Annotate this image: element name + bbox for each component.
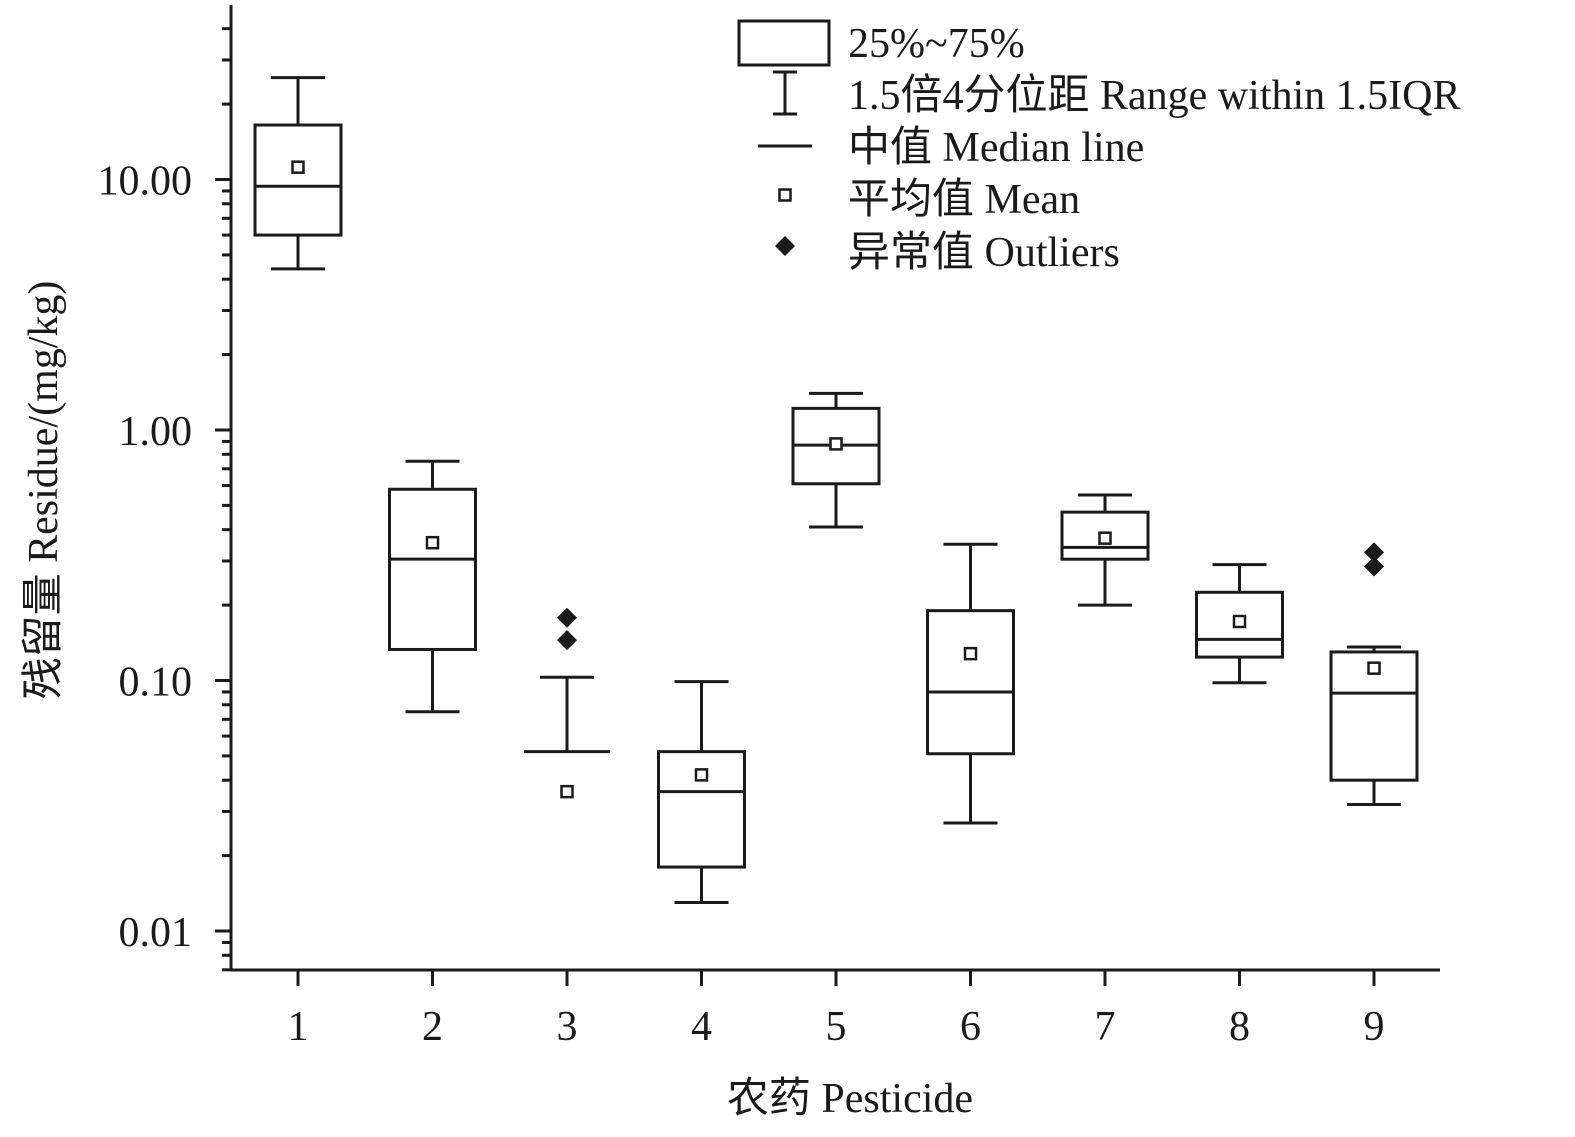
legend-label: 中值 Median line xyxy=(848,125,1144,171)
legend-item-outlier: 异常值 Outliers xyxy=(775,230,1120,276)
x-tick-label: 6 xyxy=(960,1004,981,1050)
box-group-3 xyxy=(524,607,610,799)
iqr-box xyxy=(657,750,746,869)
iqr-box xyxy=(926,609,1015,756)
legend: 25%~75% 1.5倍4分位距 Range within 1.5IQR 中值 Me… xyxy=(737,19,1460,276)
legend-mean-swatch xyxy=(778,188,792,202)
x-tick-label: 5 xyxy=(826,1004,847,1050)
iqr-box xyxy=(388,487,477,651)
iqr-box xyxy=(1060,510,1150,561)
outlier-marker xyxy=(1364,556,1384,577)
box-group-7 xyxy=(1060,493,1150,607)
mean-marker xyxy=(694,768,709,782)
x-tick-label: 9 xyxy=(1364,1004,1385,1050)
box-group-6 xyxy=(926,542,1015,825)
x-tick-label: 4 xyxy=(691,1004,712,1050)
legend-item-median: 中值 Median line xyxy=(758,125,1144,171)
iqr-box xyxy=(1329,650,1419,782)
legend-label: 异常值 Outliers xyxy=(848,230,1120,276)
box-group-8 xyxy=(1195,563,1284,685)
x-tick-label: 8 xyxy=(1229,1004,1250,1050)
legend-item-whisker: 1.5倍4分位距 Range within 1.5IQR xyxy=(773,70,1460,119)
y-tick-label: 10.00 xyxy=(98,159,193,205)
x-tick-label: 1 xyxy=(288,1004,309,1050)
outlier-marker xyxy=(557,607,577,628)
legend-label: 1.5倍4分位距 Range within 1.5IQR xyxy=(848,72,1460,119)
x-tick-label: 7 xyxy=(1095,1004,1116,1050)
axes: 0.01 0.10 1.00 10.00 1 2 3 4 5 6 7 8 9 xyxy=(98,5,1440,1050)
x-axis-title: 农药 Pesticide xyxy=(727,1076,973,1122)
y-tick-label: 1.00 xyxy=(119,409,193,455)
legend-item-mean: 平均值 Mean xyxy=(778,177,1080,223)
legend-item-box: 25%~75% xyxy=(737,19,1025,67)
box-group-5 xyxy=(791,391,881,529)
mean-marker xyxy=(560,784,574,799)
mean-marker xyxy=(1367,661,1381,675)
mean-marker xyxy=(291,160,305,174)
iqr-box xyxy=(1195,590,1284,659)
box-group-9 xyxy=(1329,542,1419,806)
y-tick-label: 0.01 xyxy=(119,910,193,956)
mean-marker xyxy=(1098,531,1112,545)
y-axis-title: 残留量 Residue/(mg/kg) xyxy=(21,281,67,700)
outlier-marker xyxy=(1364,542,1384,563)
x-tick-label: 3 xyxy=(557,1004,578,1050)
mean-marker xyxy=(425,535,440,550)
x-tick-label: 2 xyxy=(422,1004,443,1050)
legend-label: 平均值 Mean xyxy=(848,177,1080,223)
plot-area xyxy=(253,76,1419,904)
legend-box-swatch xyxy=(737,19,831,67)
mean-marker xyxy=(829,437,843,451)
legend-outlier-swatch xyxy=(775,236,795,256)
iqr-box xyxy=(253,123,343,237)
y-tick-label: 0.10 xyxy=(119,660,193,706)
mean-marker xyxy=(1232,614,1247,629)
box-group-2 xyxy=(388,459,477,714)
legend-label: 25%~75% xyxy=(848,21,1025,67)
outlier-marker xyxy=(557,630,577,651)
box-group-4 xyxy=(657,680,746,904)
box-group-1 xyxy=(253,76,343,271)
mean-marker xyxy=(963,646,978,661)
